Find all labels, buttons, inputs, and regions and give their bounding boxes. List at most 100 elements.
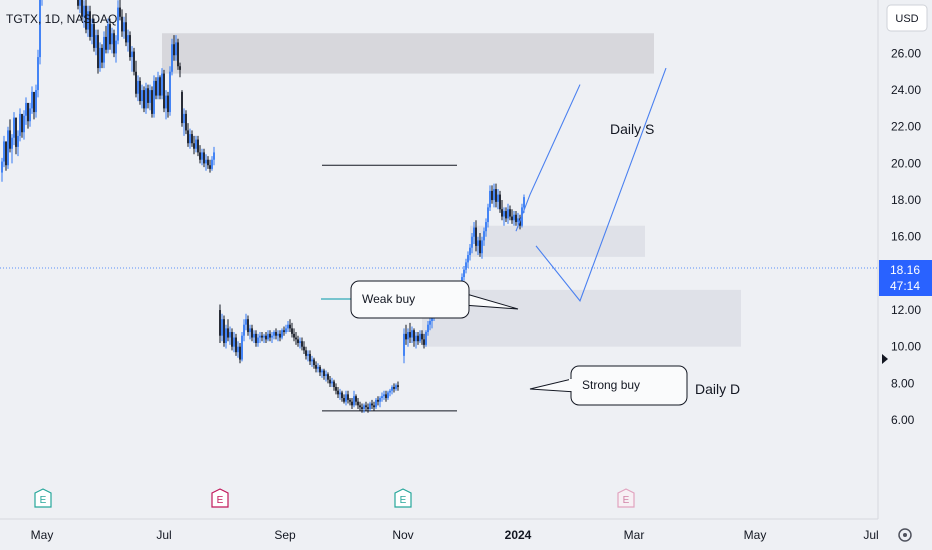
candle-body [491,190,493,201]
earnings-marker-1[interactable]: E [34,488,52,508]
candle-body [335,387,337,391]
candle-body [479,240,481,254]
zones-layer [162,33,741,347]
symbol-title: TGTX, 1D, NASDAQ [6,12,117,26]
candle-body [475,227,477,246]
candle-body [395,385,397,389]
candle-body [263,335,265,338]
candle [133,47,135,76]
daily-d-label: Daily D [695,381,740,397]
candle [219,304,221,344]
candle-body [261,335,263,338]
y-tick-label: 18.00 [891,193,921,207]
candle-body [515,214,517,223]
candle [205,154,207,171]
candle [391,385,393,395]
candle-body [403,333,405,356]
candle [297,335,299,347]
candle [485,218,487,237]
candle [361,403,363,413]
strong-buy-label: Strong buy [582,378,640,392]
candle-body [223,319,225,344]
candle-body [21,113,23,133]
candle [471,233,473,254]
chart-settings-button[interactable] [898,528,912,542]
candle-body [321,370,323,373]
candle [29,102,31,127]
earnings-marker-2[interactable]: E [211,488,229,508]
candle-body [165,95,167,109]
candle-body [331,381,333,384]
candle-body [273,332,275,336]
candle-body [119,7,121,17]
candle-body [15,117,17,147]
candle [153,75,155,118]
candle [381,392,383,402]
candle-body [297,339,299,344]
candle [309,350,311,366]
candle-body [207,159,209,166]
candle [197,135,199,157]
candle-body [23,115,25,133]
candle-body [291,328,293,334]
candle-body [351,401,353,406]
candle-body [357,401,359,406]
candle [105,25,107,54]
candle-body [109,24,111,45]
candle [115,35,117,63]
candle-body [5,141,7,166]
earnings-marker-3[interactable]: E [394,488,412,508]
candle [357,398,359,410]
candle-body [175,42,177,56]
candle [187,123,189,147]
y-tick-label: 16.00 [891,230,921,244]
candle-body [121,16,123,32]
candle [339,388,341,400]
candle [405,324,407,345]
candle-body [301,341,303,347]
candle [149,84,151,111]
candle-body [241,335,243,360]
candle-body [393,387,395,389]
candle [225,324,227,349]
candle [159,75,161,100]
candle-body [289,324,291,329]
candle [507,203,509,224]
candle-body [303,346,305,351]
candle-body [77,0,79,6]
candle [7,126,9,169]
candle-body [275,332,277,336]
candle [21,113,23,138]
candle [39,0,41,65]
candle [245,313,247,331]
candle-body [201,152,203,160]
candle-body [81,0,83,17]
bar-countdown: 47:14 [890,279,920,293]
candle [231,328,233,351]
scroll-right-arrow-icon[interactable] [882,354,888,364]
candle [403,328,405,364]
earnings-marker-4[interactable]: E [617,488,635,508]
candle-body [471,236,473,248]
candle-body [363,405,365,410]
candle-body [99,47,101,69]
candle [335,383,337,395]
earnings-marker-label: E [40,495,47,506]
candle-body [155,80,157,96]
candle-body [375,399,377,408]
candle [143,86,145,113]
currency-button-box [886,4,928,32]
weak-buy-callout[interactable]: Weak buy [350,280,519,319]
candle [209,159,211,173]
candle-body [317,366,319,369]
candle [89,5,91,41]
candle-body [79,0,81,6]
candle-body [113,33,115,54]
currency-button[interactable]: USD [886,4,928,32]
candle [199,145,201,164]
candle-body [497,194,499,202]
earnings-marker-label: E [400,495,407,506]
strong-buy-callout[interactable]: Strong buy [529,365,688,406]
candle-body [185,113,187,131]
